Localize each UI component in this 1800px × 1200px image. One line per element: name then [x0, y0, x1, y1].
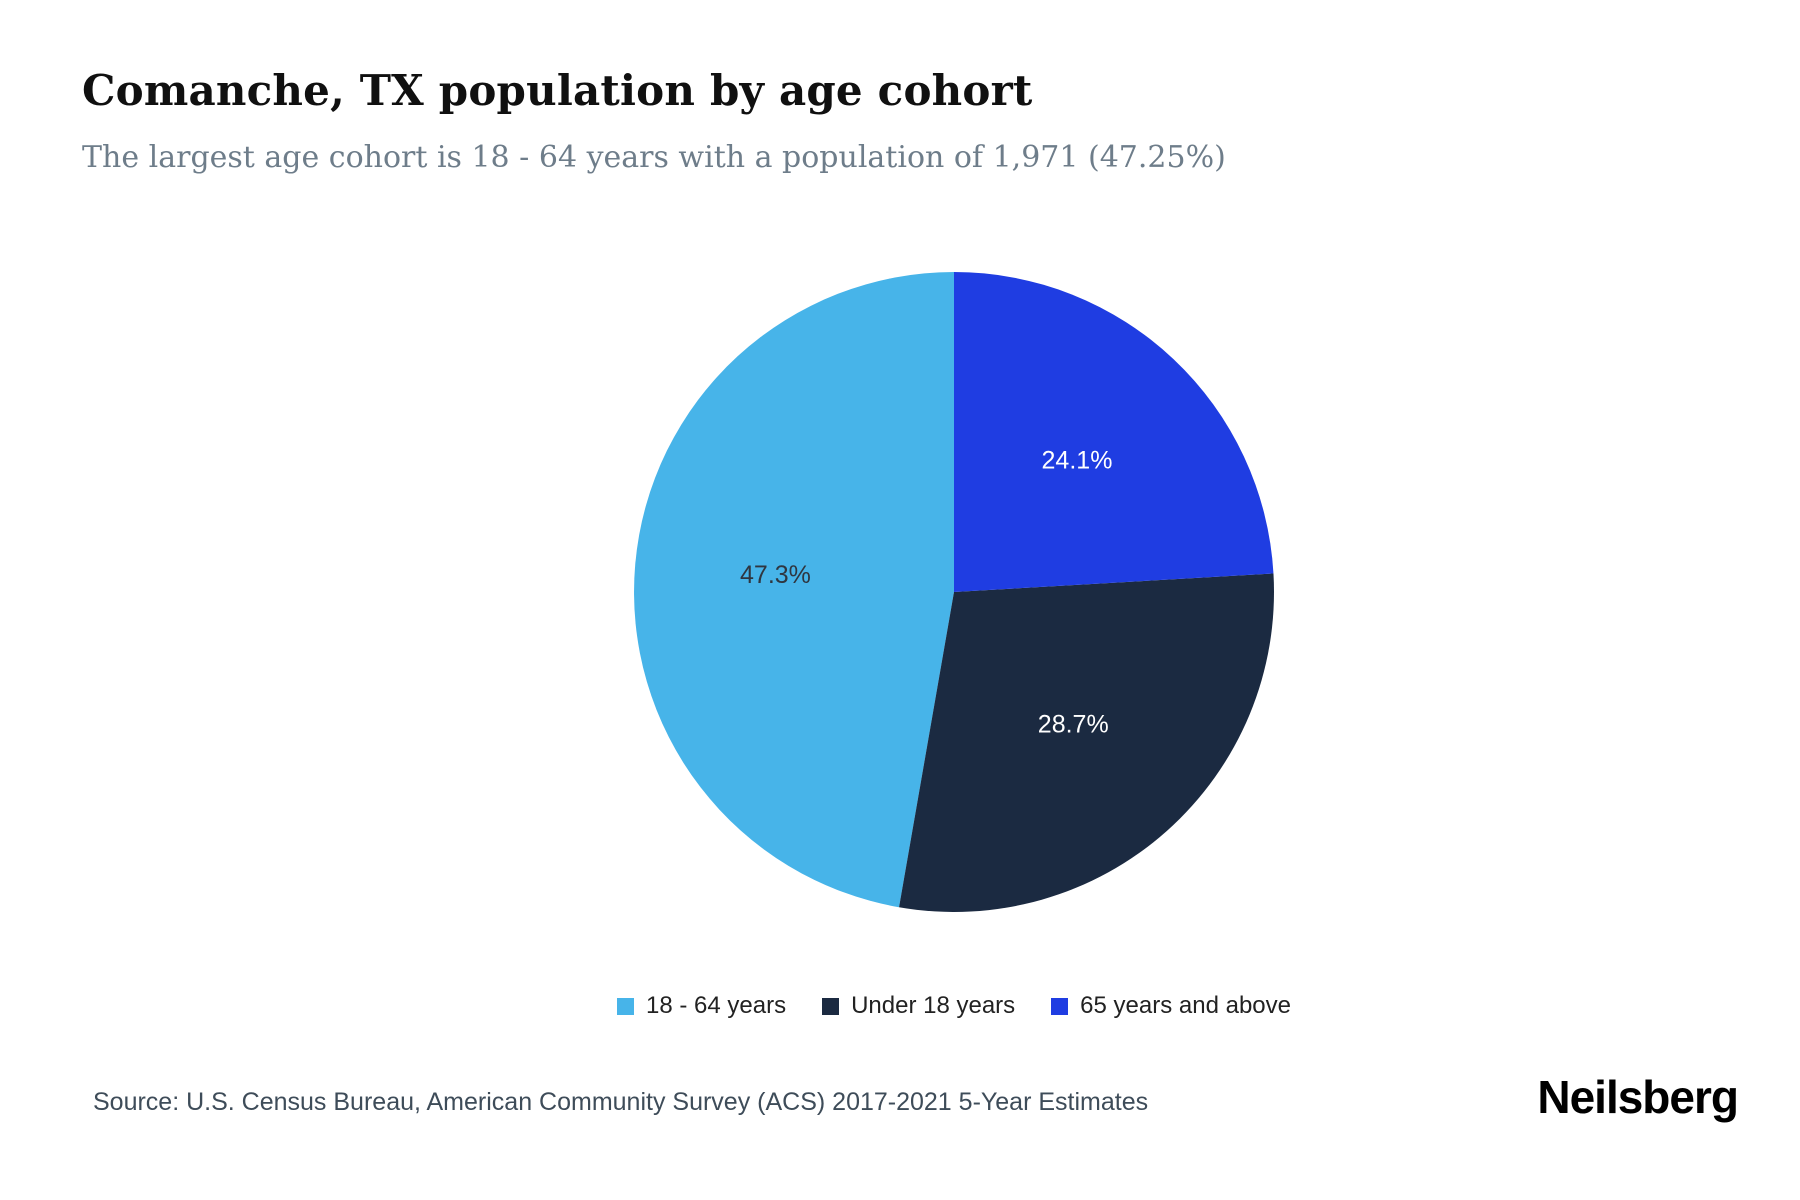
legend: 18 - 64 years Under 18 years 65 years and …	[254, 992, 1654, 1020]
pie-slice-0[interactable]	[634, 272, 954, 908]
legend-swatch-icon	[822, 997, 840, 1015]
legend-swatch-icon	[617, 997, 634, 1015]
brand-logo: Neilsberg	[1537, 1071, 1739, 1123]
page-title: Comanche, TX population by age cohort	[82, 66, 1033, 115]
source-text: Source: U.S. Census Bureau, American Com…	[93, 1088, 1149, 1116]
legend-item-1[interactable]: Under 18 years	[822, 992, 1015, 1020]
chart-subtitle: The largest age cohort is 18 - 64 years …	[82, 140, 1226, 175]
legend-item-2[interactable]: 65 years and above	[1051, 992, 1291, 1020]
pie-slice-label-0: 47.3%	[740, 561, 811, 589]
pie-chart-area: 47.3% 28.7% 24.1%	[604, 242, 1304, 942]
legend-label: 65 years and above	[1080, 992, 1291, 1019]
pie-slice-1[interactable]	[899, 573, 1274, 912]
pie-slice-2[interactable]	[954, 272, 1274, 592]
pie-slice-label-1: 28.7%	[1038, 710, 1109, 738]
legend-item-0[interactable]: 18 - 64 years	[617, 992, 786, 1020]
legend-swatch-icon	[1051, 997, 1069, 1015]
legend-label: 18 - 64 years	[646, 992, 787, 1019]
legend-label: Under 18 years	[851, 992, 1016, 1019]
pie-slice-label-2: 24.1%	[1042, 446, 1113, 474]
pie-chart: 47.3% 28.7% 24.1%	[634, 272, 1274, 912]
